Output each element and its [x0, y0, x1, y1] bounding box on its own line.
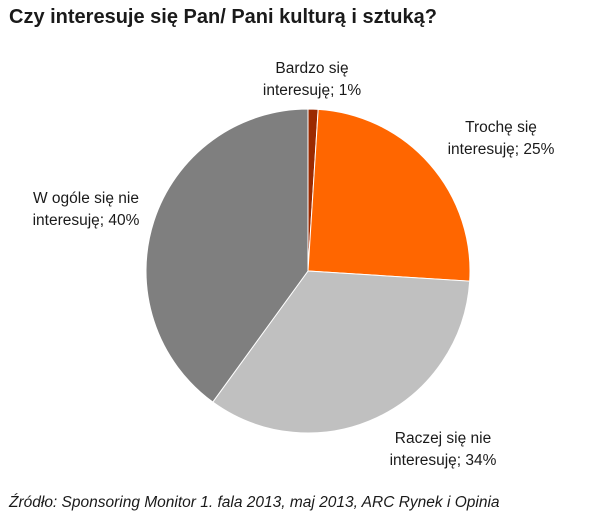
pie-slice-troche [307, 108, 471, 282]
slice-label-bardzo: Bardzo się interesuję; 1% [262, 60, 362, 99]
pie-slice-w-ogole-nie [145, 108, 309, 403]
source-note: Źródło: Sponsoring Monitor 1. fala 2013,… [9, 494, 500, 511]
pie-slice-raczej-nie [212, 270, 471, 434]
slice-label-troche: Trochę się interesuję; 25% [447, 119, 555, 158]
slice-label-w-ogole-nie: W ogóle się nie interesuję; 40% [32, 190, 140, 229]
slice-label-raczej-nie: Raczej się nie interesuję; 34% [389, 430, 497, 469]
chart-title: Czy interesuje się Pan/ Pani kulturą i s… [9, 6, 437, 28]
